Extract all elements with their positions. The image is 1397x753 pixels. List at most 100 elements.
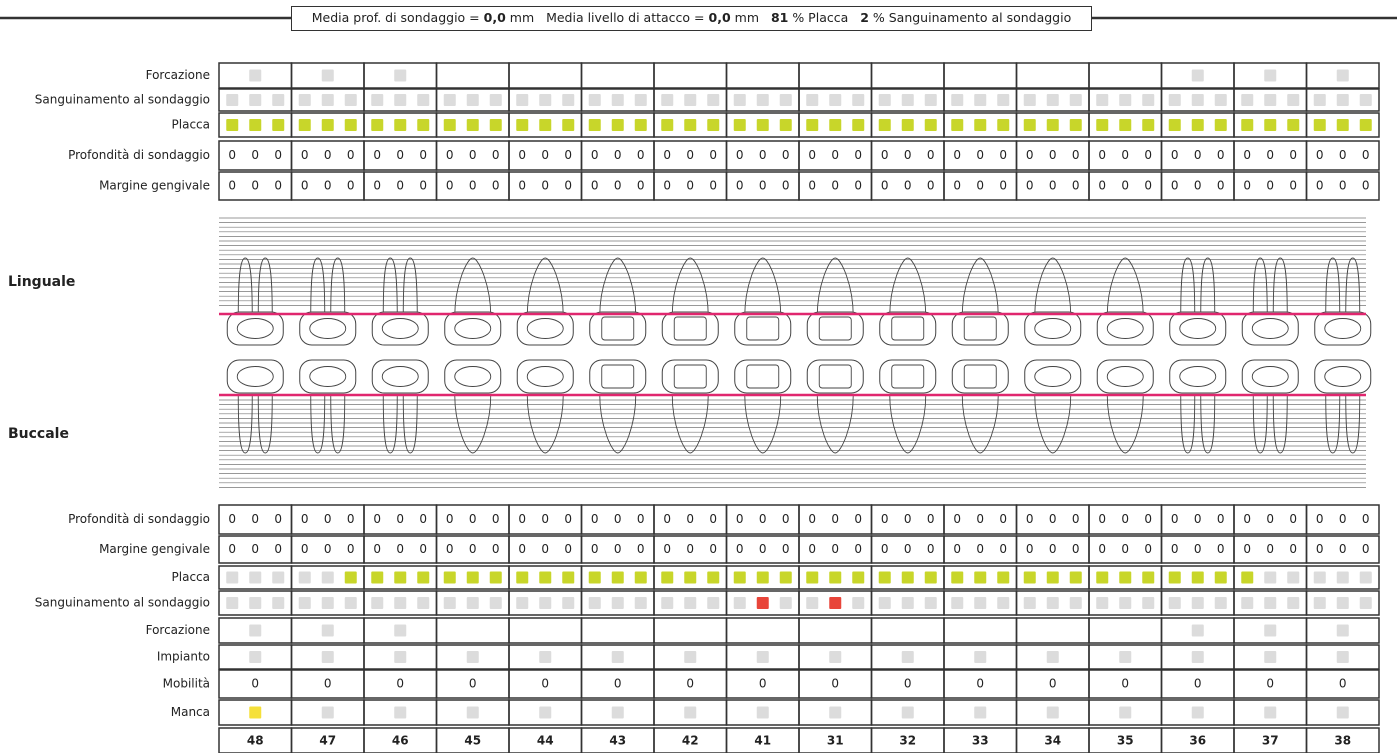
site-square — [852, 94, 864, 106]
root-outline — [890, 395, 926, 453]
site-value: 0 — [953, 148, 961, 162]
site-square — [612, 597, 624, 609]
site-value: 0 — [927, 148, 935, 162]
tooth-value: 0 — [904, 677, 912, 691]
crown-outline — [445, 312, 501, 345]
site-value: 0 — [1362, 148, 1370, 162]
site-value: 0 — [904, 179, 912, 193]
site-value: 0 — [709, 148, 717, 162]
site-square — [879, 597, 891, 609]
site-square — [272, 597, 284, 609]
site-value: 0 — [1266, 512, 1274, 526]
crown-outline — [372, 312, 428, 345]
site-square — [951, 94, 963, 106]
site-square — [1215, 572, 1227, 584]
row-label: Mobilità — [163, 677, 210, 691]
cell — [799, 63, 872, 88]
site-square — [661, 597, 673, 609]
summary-unit: mm — [735, 10, 759, 25]
summary-header: Media prof. di sondaggio = 0,0 mm Media … — [291, 6, 1092, 31]
site-square — [1192, 572, 1204, 584]
tooth-number: 46 — [392, 734, 409, 748]
site-value: 0 — [419, 542, 427, 556]
site-value: 0 — [782, 179, 790, 193]
site-value: 0 — [1026, 512, 1034, 526]
tooth-square — [539, 707, 551, 719]
site-square — [1287, 119, 1299, 131]
site-square — [516, 597, 528, 609]
tooth-square — [1047, 707, 1059, 719]
site-square — [371, 597, 383, 609]
site-square — [394, 94, 406, 106]
site-square — [806, 94, 818, 106]
tooth-number: 35 — [1117, 734, 1134, 748]
site-value: 0 — [1171, 148, 1179, 162]
site-value: 0 — [564, 542, 572, 556]
site-value: 0 — [469, 512, 477, 526]
site-value: 0 — [663, 179, 671, 193]
tooth-square — [829, 707, 841, 719]
site-value: 0 — [881, 148, 889, 162]
site-value: 0 — [1121, 148, 1129, 162]
site-value: 0 — [373, 148, 381, 162]
summary-value: 0,0 — [484, 10, 506, 25]
site-square — [539, 119, 551, 131]
tooth-square — [1192, 707, 1204, 719]
site-value: 0 — [518, 148, 526, 162]
site-square — [272, 119, 284, 131]
crown-outline — [1315, 312, 1371, 345]
site-value: 0 — [1098, 542, 1106, 556]
site-square — [417, 572, 429, 584]
cell — [1017, 63, 1090, 88]
tooth-square — [394, 651, 406, 663]
tooth-square — [1337, 70, 1349, 82]
site-square — [1241, 572, 1253, 584]
site-square — [417, 119, 429, 131]
site-value: 0 — [1144, 542, 1152, 556]
site-square — [1024, 94, 1036, 106]
site-value: 0 — [953, 512, 961, 526]
site-square — [1047, 597, 1059, 609]
crown-outline — [1097, 360, 1153, 393]
site-square — [757, 119, 769, 131]
site-value: 0 — [637, 148, 645, 162]
summary-unit: mm — [510, 10, 534, 25]
site-square — [1119, 94, 1131, 106]
site-square — [974, 119, 986, 131]
site-value: 0 — [1049, 148, 1057, 162]
site-value: 0 — [831, 179, 839, 193]
site-value: 0 — [854, 148, 862, 162]
tooth-square — [757, 707, 769, 719]
site-value: 0 — [518, 512, 526, 526]
tooth-square — [1337, 625, 1349, 637]
site-square — [612, 94, 624, 106]
site-square — [661, 572, 673, 584]
site-value: 0 — [1144, 148, 1152, 162]
site-value: 0 — [1243, 542, 1251, 556]
site-value: 0 — [881, 179, 889, 193]
site-value: 0 — [1026, 179, 1034, 193]
row-label: Placca — [172, 570, 210, 584]
site-value: 0 — [1026, 148, 1034, 162]
site-value: 0 — [492, 148, 500, 162]
site-value: 0 — [881, 542, 889, 556]
crown-outline — [517, 360, 573, 393]
tooth-square — [322, 651, 334, 663]
site-square — [516, 119, 528, 131]
root-outline — [1253, 395, 1267, 453]
site-value: 0 — [736, 542, 744, 556]
tooth-number: 44 — [537, 734, 554, 748]
root-outline — [331, 395, 345, 453]
site-value: 0 — [1194, 542, 1202, 556]
site-value: 0 — [782, 512, 790, 526]
tooth-square — [1192, 70, 1204, 82]
tooth-square — [249, 651, 261, 663]
site-square — [780, 597, 792, 609]
summary-label: % Placca — [792, 10, 848, 25]
site-value: 0 — [1049, 512, 1057, 526]
site-value: 0 — [614, 148, 622, 162]
site-square — [1360, 597, 1372, 609]
site-square — [322, 572, 334, 584]
row-label: Forcazione — [146, 68, 210, 82]
cell — [872, 63, 945, 88]
